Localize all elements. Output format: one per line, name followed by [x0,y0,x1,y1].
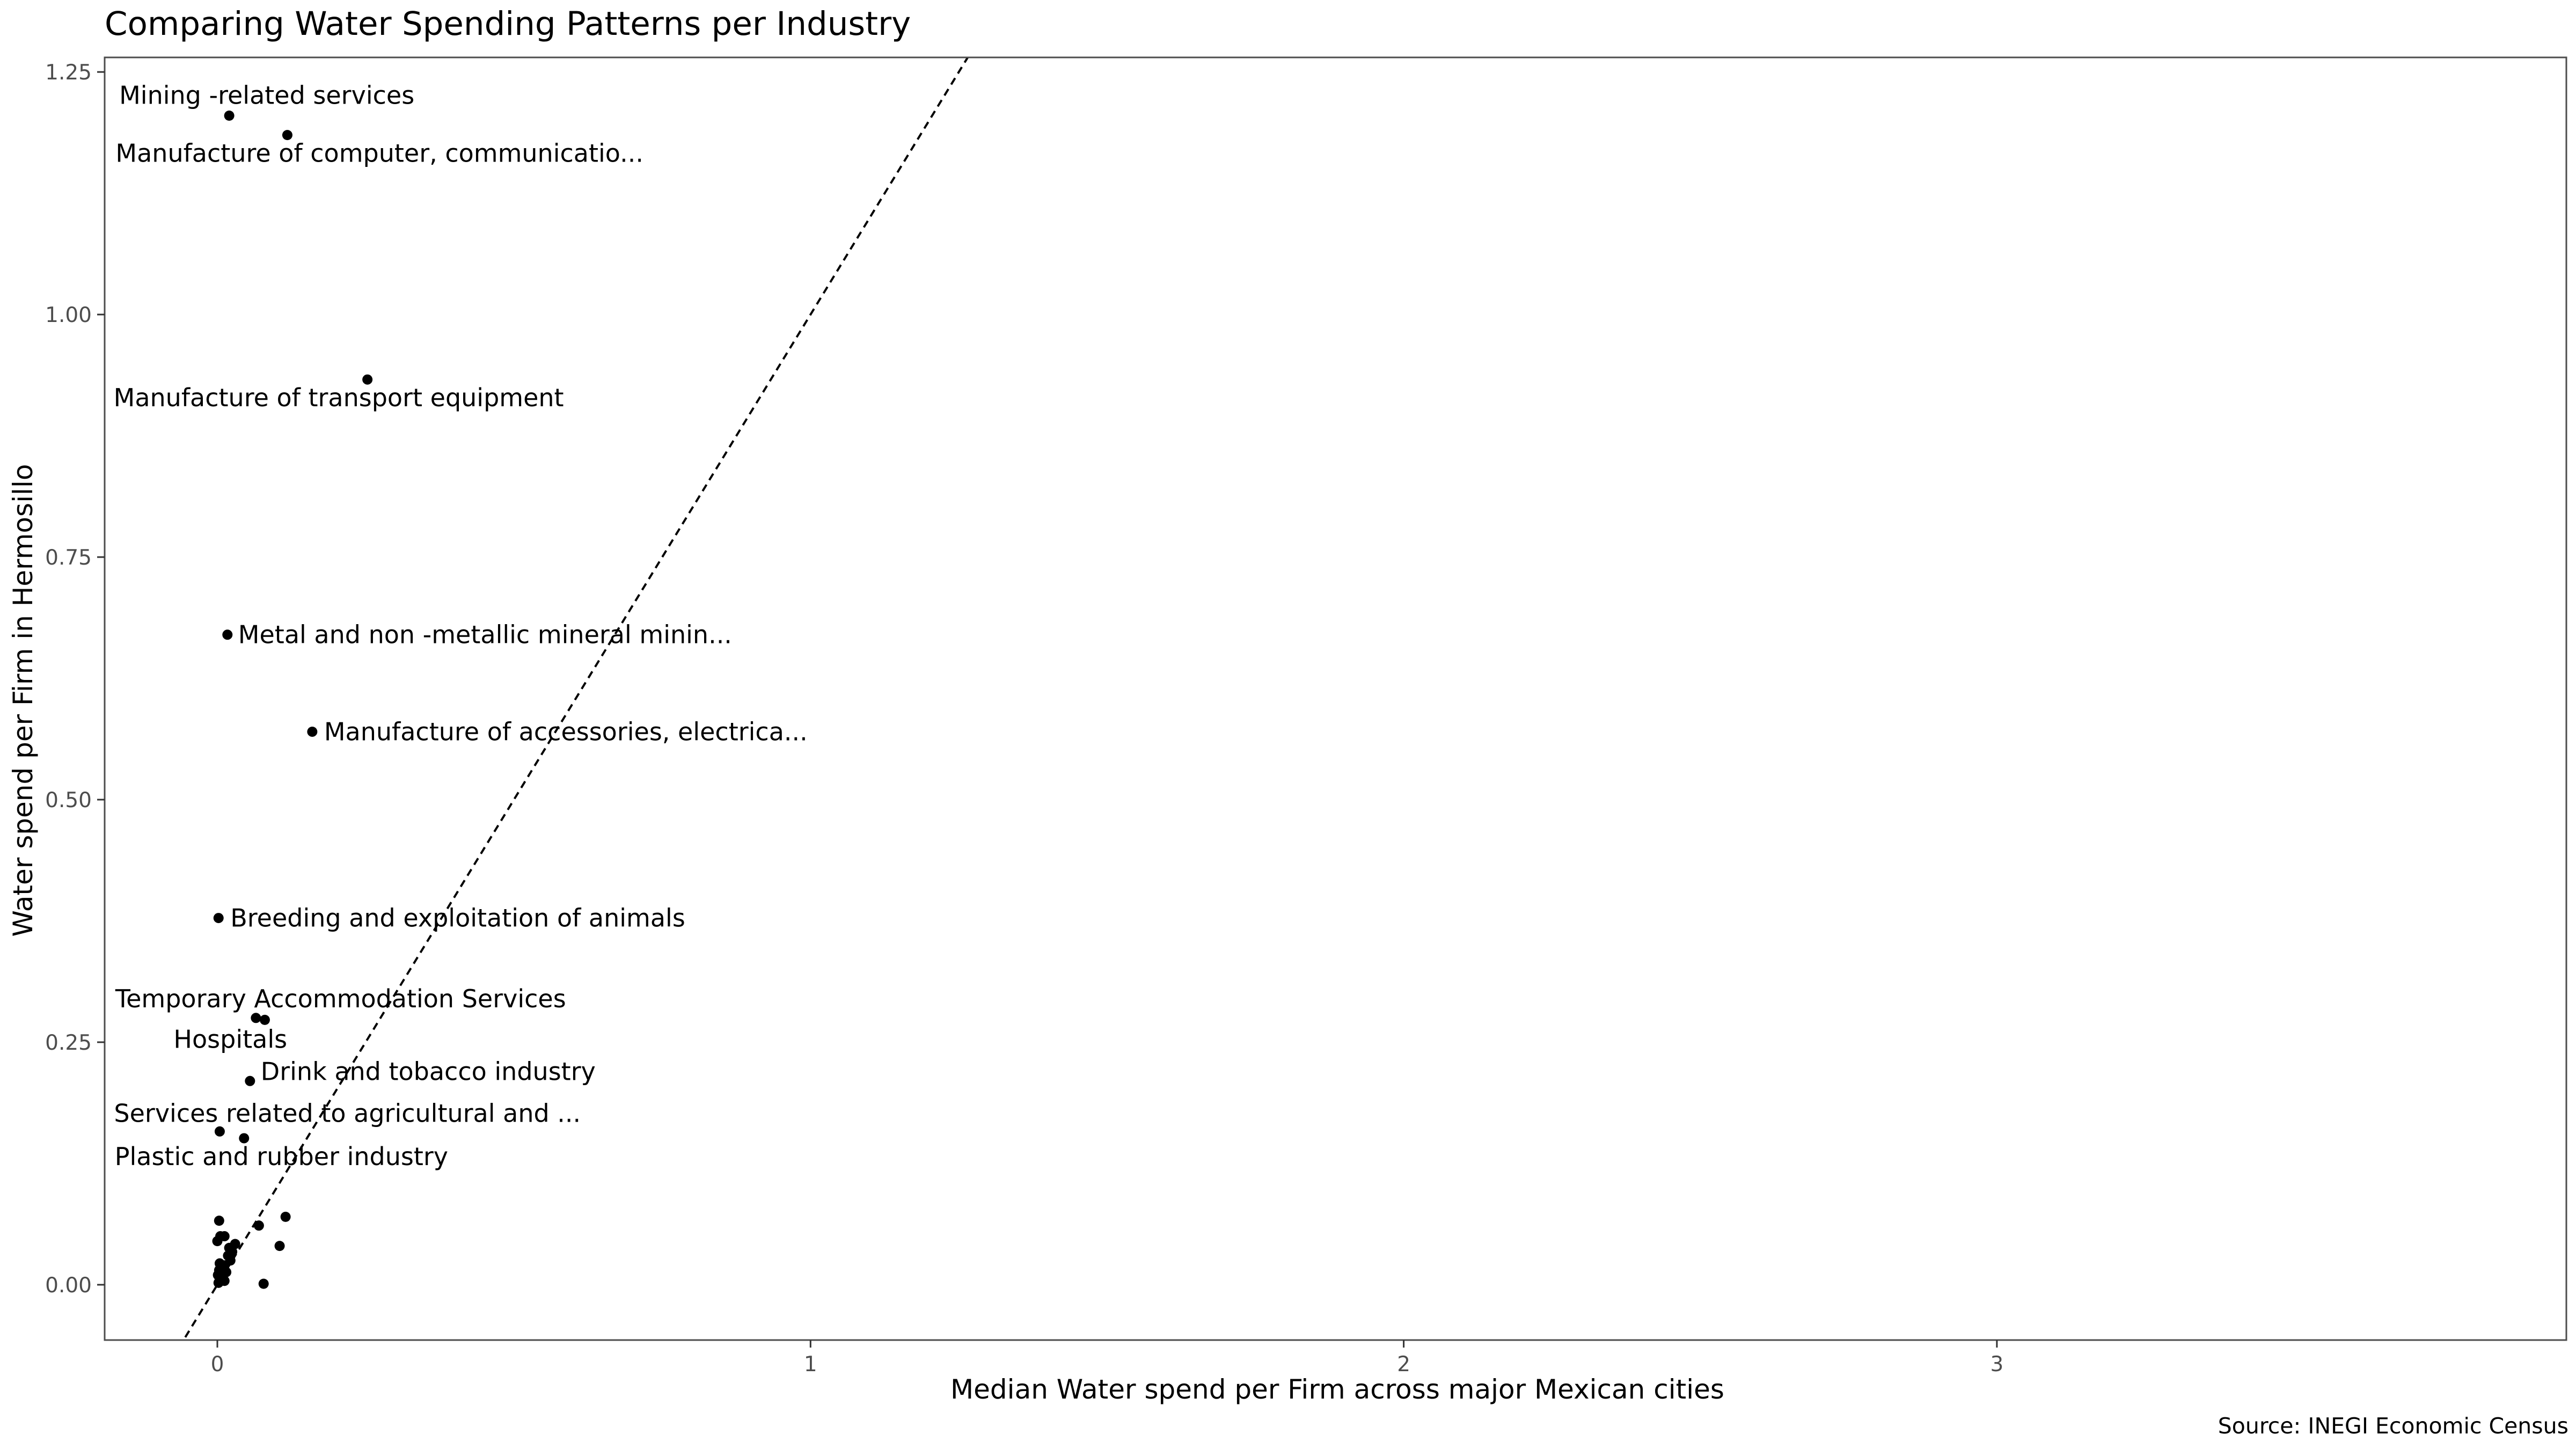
data-point [251,1013,261,1023]
reference-line [182,57,969,1340]
point-label: Manufacture of transport equipment [114,383,564,412]
plot-area: Mining -related services Manufacture of c… [45,56,2567,1377]
data-point [274,1241,285,1252]
y-axis-title: Water spend per Firm in Hermosillo [8,464,39,937]
chart-title: Comparing Water Spending Patterns per In… [105,5,911,43]
point-label: Manufacture of accessories, electrica... [324,717,808,746]
data-point [214,1126,225,1137]
data-point [214,1216,224,1226]
y-tick-label: 0.25 [45,1031,92,1055]
panel-border [104,56,2567,1341]
x-axis-title: Median Water spend per Firm across major… [950,1374,1724,1405]
data-point [282,130,292,141]
x-tick-label: 2 [1397,1352,1410,1377]
data-point [212,1236,223,1247]
point-label: Drink and tobacco industry [261,1057,596,1086]
data-point [362,374,373,385]
data-point [213,1277,224,1288]
data-point [219,1231,230,1242]
y-tick-label: 0.50 [45,788,92,813]
x-tick-label: 0 [211,1352,224,1377]
point-label: Breeding and exploitation of animals [230,904,685,933]
data-point [245,1075,255,1086]
data-point [307,726,318,737]
data-point [258,1278,269,1289]
data-point [259,1014,270,1025]
x-tick-label: 3 [1990,1352,2003,1377]
y-tick-label: 1.25 [45,61,92,85]
source-caption: Source: INEGI Economic Census [2218,1413,2568,1439]
point-label: Hospitals [173,1024,287,1053]
point-label: Temporary Accommodation Services [115,984,566,1013]
panel-background [105,57,2566,1340]
data-point [213,913,224,924]
point-label: Mining -related services [119,80,414,109]
y-tick-label: 0.00 [45,1274,92,1298]
point-label: Services related to agricultural and ... [114,1099,581,1128]
data-point [280,1211,291,1222]
data-point [239,1133,250,1144]
data-point [224,110,235,121]
y-tick-label: 0.75 [45,546,92,570]
point-label: Metal and non -metallic mineral minin... [238,620,732,649]
x-tick-label: 1 [804,1352,817,1377]
y-tick-label: 1.00 [45,303,92,327]
data-point [222,630,233,640]
point-label: Plastic and rubber industry [115,1142,448,1171]
data-point [253,1220,264,1231]
point-label: Manufacture of computer, communicatio... [115,139,643,168]
